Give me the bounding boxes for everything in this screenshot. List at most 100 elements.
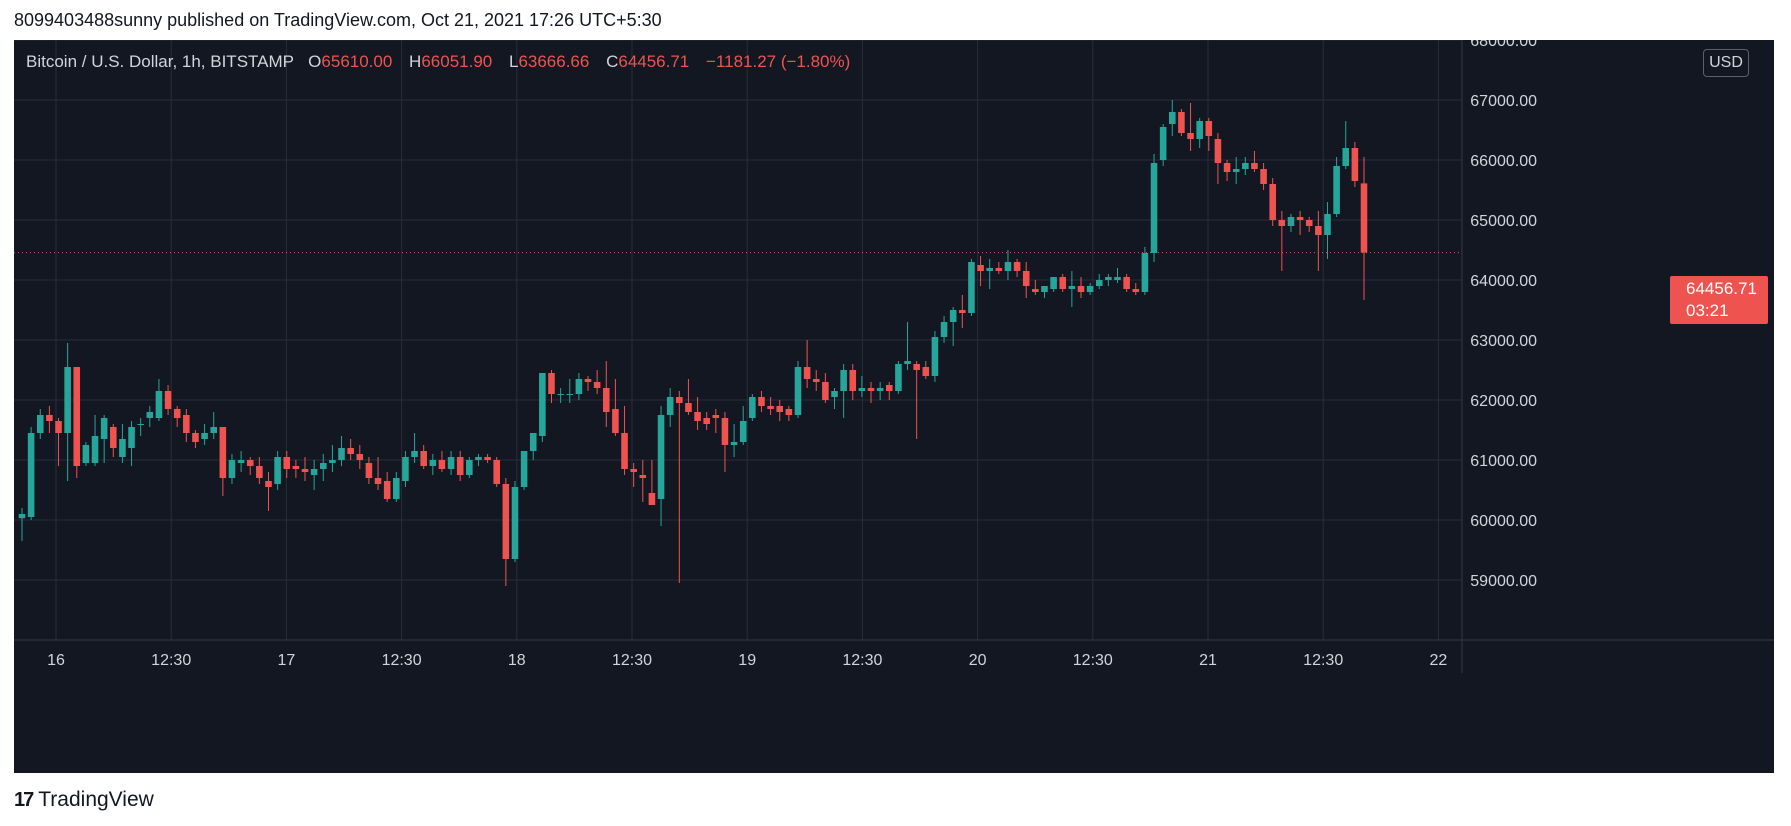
currency-badge[interactable]: USD bbox=[1703, 49, 1749, 77]
candle bbox=[1095, 274, 1103, 289]
candle bbox=[995, 262, 1003, 274]
candle-body bbox=[648, 493, 656, 505]
candle bbox=[1077, 277, 1085, 298]
candle-body bbox=[621, 433, 628, 469]
candle bbox=[529, 433, 537, 460]
candle-body bbox=[128, 427, 135, 448]
candle-body bbox=[885, 385, 893, 391]
candle bbox=[301, 457, 309, 481]
candle bbox=[1141, 247, 1149, 295]
candle-body bbox=[758, 397, 765, 406]
candle-body bbox=[520, 451, 528, 487]
candle-body bbox=[1324, 214, 1331, 235]
x-tick-label: 12:30 bbox=[151, 652, 191, 669]
candle bbox=[1059, 274, 1067, 292]
candle bbox=[1150, 154, 1158, 262]
candle-body bbox=[548, 373, 555, 394]
candle bbox=[1196, 118, 1203, 148]
candle-body bbox=[1315, 226, 1322, 235]
candle bbox=[1360, 156, 1368, 301]
tradingview-logo-text: TradingView bbox=[38, 788, 154, 811]
candle-body bbox=[265, 481, 272, 487]
candle-body bbox=[82, 445, 90, 463]
candle bbox=[36, 409, 44, 439]
candle bbox=[520, 451, 528, 490]
y-tick-label: 65000.00 bbox=[1470, 213, 1537, 230]
x-tick-label: 16 bbox=[47, 652, 65, 669]
legend-close-value: 64456.71 bbox=[618, 52, 690, 71]
candle bbox=[356, 445, 364, 469]
candle bbox=[849, 364, 857, 400]
candle bbox=[1086, 283, 1094, 295]
candle-body bbox=[1159, 127, 1167, 160]
candle-body bbox=[940, 322, 948, 337]
candle bbox=[566, 379, 574, 403]
candle bbox=[730, 424, 738, 457]
candle-body bbox=[438, 460, 446, 469]
candle-body bbox=[739, 421, 747, 442]
candle bbox=[986, 259, 993, 289]
candle-body bbox=[1196, 121, 1203, 139]
candle-body bbox=[1059, 277, 1067, 289]
candle-body bbox=[1232, 169, 1240, 172]
candle-body bbox=[703, 418, 710, 424]
x-tick-label: 18 bbox=[508, 652, 526, 669]
candle bbox=[1287, 214, 1295, 232]
candle bbox=[630, 463, 637, 487]
candle bbox=[219, 427, 227, 496]
tradingview-logo[interactable]: 17 TradingView bbox=[14, 786, 154, 814]
candle bbox=[593, 370, 601, 394]
published-by-text: 8099403488sunny published on TradingView… bbox=[14, 10, 662, 30]
candle-body bbox=[694, 412, 701, 421]
candlestick-chart[interactable]: 68000.00 67000.00 66000.00 65000.00 64000.00… bbox=[14, 40, 1774, 773]
candle-body bbox=[1351, 148, 1359, 181]
candle bbox=[192, 430, 199, 448]
candle-body bbox=[1032, 289, 1039, 292]
candle-body bbox=[183, 415, 190, 433]
x-tick-label: 12:30 bbox=[1303, 652, 1343, 669]
candle bbox=[1114, 268, 1121, 283]
candle bbox=[475, 454, 482, 466]
candle-body bbox=[840, 370, 847, 391]
candle-body bbox=[922, 367, 930, 376]
candle-body bbox=[338, 448, 345, 460]
candle-body bbox=[1004, 262, 1012, 271]
candle-body bbox=[18, 514, 26, 519]
x-tick-label: 17 bbox=[278, 652, 296, 669]
candle-body bbox=[1114, 277, 1121, 280]
y-tick-label: 63000.00 bbox=[1470, 333, 1537, 350]
candle bbox=[137, 418, 144, 436]
x-tick-label: 19 bbox=[738, 652, 756, 669]
candle-body bbox=[1150, 163, 1158, 253]
candle bbox=[840, 364, 847, 418]
candle bbox=[1123, 274, 1130, 292]
candle bbox=[676, 391, 683, 583]
candle-body bbox=[812, 379, 820, 382]
candle-body bbox=[566, 394, 574, 395]
legend-change-value: −1181.27 (−1.80%) bbox=[706, 52, 851, 71]
candle bbox=[575, 373, 583, 400]
candle bbox=[867, 382, 875, 403]
candle-body bbox=[256, 466, 263, 478]
candle-body bbox=[639, 475, 647, 478]
candle bbox=[1068, 271, 1076, 307]
candle-body bbox=[1287, 217, 1295, 226]
candle-body bbox=[1168, 112, 1176, 124]
candle bbox=[1132, 283, 1140, 295]
candle bbox=[110, 424, 117, 457]
candle-body bbox=[1242, 163, 1249, 169]
candle-body bbox=[164, 391, 172, 409]
candle bbox=[977, 256, 984, 286]
candle bbox=[895, 361, 902, 394]
candle-body bbox=[219, 427, 227, 478]
candle bbox=[128, 421, 135, 466]
candle bbox=[237, 451, 245, 472]
chart-pane[interactable]: 68000.00 67000.00 66000.00 65000.00 64000.00… bbox=[14, 40, 1774, 773]
candle bbox=[183, 409, 190, 442]
candle bbox=[1168, 100, 1176, 136]
candle-body bbox=[831, 391, 838, 397]
x-tick-label: 22 bbox=[1430, 652, 1448, 669]
candle-body bbox=[55, 421, 62, 433]
candle-body bbox=[968, 262, 975, 313]
candle-body bbox=[1013, 262, 1021, 271]
